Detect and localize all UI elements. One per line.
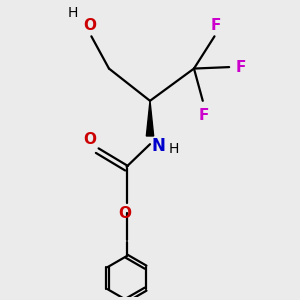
Text: H: H <box>68 6 78 20</box>
Polygon shape <box>146 101 154 136</box>
Text: O: O <box>83 132 96 147</box>
Text: O: O <box>118 206 132 221</box>
Text: F: F <box>211 18 221 33</box>
Text: N: N <box>152 137 165 155</box>
Text: O: O <box>83 18 96 33</box>
Text: H: H <box>168 142 178 156</box>
Text: F: F <box>236 60 246 75</box>
Text: F: F <box>199 108 209 123</box>
